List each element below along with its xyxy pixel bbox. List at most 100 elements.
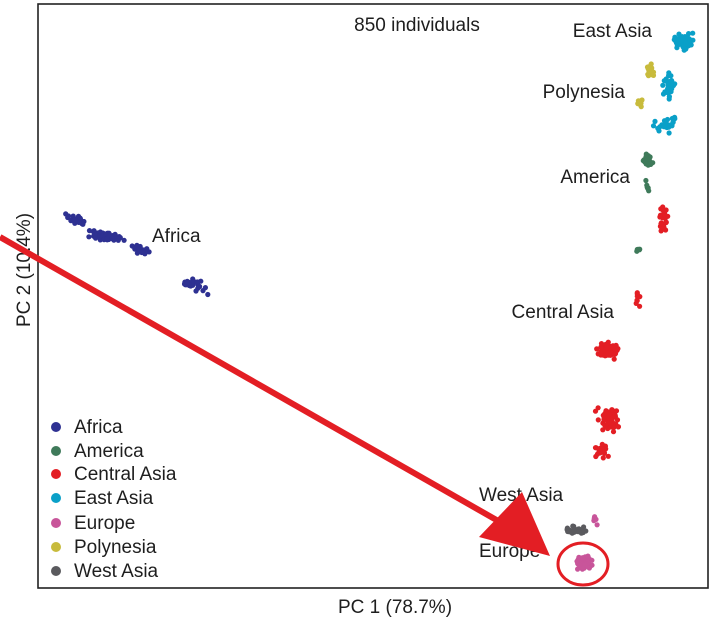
point-east-asia bbox=[666, 130, 672, 136]
point-central-asia bbox=[593, 453, 599, 460]
point-central-asia bbox=[663, 207, 669, 213]
point-africa bbox=[134, 242, 140, 248]
point-central-asia bbox=[605, 453, 611, 459]
legend: Africa America Central Asia East Asia Eu… bbox=[51, 417, 177, 582]
point-east-asia bbox=[663, 78, 669, 84]
point-east-asia bbox=[686, 30, 692, 37]
legend-marker-america bbox=[51, 446, 61, 456]
point-africa bbox=[121, 237, 127, 243]
point-europe bbox=[585, 553, 591, 559]
point-central-asia bbox=[604, 345, 610, 351]
point-central-asia bbox=[605, 350, 612, 356]
point-central-asia bbox=[599, 441, 605, 447]
point-east-asia bbox=[656, 128, 662, 134]
legend-label-central-asia: Central Asia bbox=[74, 464, 177, 485]
point-africa bbox=[80, 221, 86, 227]
scatter-points bbox=[63, 30, 696, 572]
region-label-central-asia: Central Asia bbox=[512, 302, 615, 323]
region-label-africa: Africa bbox=[152, 226, 201, 247]
region-label-east-asia: East Asia bbox=[573, 21, 653, 42]
point-west-asia bbox=[571, 529, 577, 535]
point-america bbox=[645, 185, 651, 191]
point-central-asia bbox=[610, 343, 616, 349]
point-europe bbox=[582, 562, 588, 568]
point-east-asia bbox=[674, 45, 680, 51]
point-east-asia bbox=[668, 77, 675, 84]
point-africa bbox=[193, 288, 199, 294]
point-central-asia bbox=[606, 411, 612, 417]
point-central-asia bbox=[605, 415, 611, 421]
point-west-asia bbox=[580, 529, 586, 536]
point-africa bbox=[116, 234, 122, 240]
point-central-asia bbox=[612, 414, 619, 420]
legend-marker-east-asia bbox=[51, 493, 61, 503]
point-east-asia bbox=[657, 124, 663, 130]
point-central-asia bbox=[610, 429, 617, 435]
region-label-america: America bbox=[560, 167, 630, 188]
legend-label-polynesia: Polynesia bbox=[74, 537, 157, 558]
legend-label-africa: Africa bbox=[74, 417, 123, 438]
point-america bbox=[643, 177, 649, 184]
point-polynesia bbox=[650, 72, 657, 78]
point-africa bbox=[190, 276, 196, 282]
point-central-asia bbox=[615, 424, 622, 430]
point-central-asia bbox=[658, 228, 664, 234]
point-africa bbox=[63, 211, 69, 217]
point-central-asia bbox=[595, 405, 601, 411]
point-polynesia bbox=[645, 64, 652, 70]
point-central-asia bbox=[595, 417, 601, 423]
point-east-asia bbox=[661, 122, 667, 128]
y-axis-label: PC 2 (10.4%) bbox=[14, 213, 35, 327]
point-central-asia bbox=[598, 344, 604, 350]
point-central-asia bbox=[600, 427, 606, 433]
legend-marker-europe bbox=[51, 518, 61, 528]
legend-marker-central-asia bbox=[51, 469, 61, 479]
legend-marker-polynesia bbox=[51, 542, 61, 552]
point-polynesia bbox=[637, 101, 643, 107]
point-central-asia bbox=[598, 351, 604, 357]
legend-label-america: America bbox=[74, 441, 144, 462]
point-east-asia bbox=[660, 91, 667, 97]
point-east-asia bbox=[670, 119, 676, 125]
legend-marker-africa bbox=[51, 422, 61, 432]
point-africa bbox=[184, 280, 190, 286]
point-central-asia bbox=[661, 224, 667, 230]
annotation-arrow-shaft bbox=[0, 234, 502, 525]
point-africa bbox=[200, 288, 206, 294]
point-africa bbox=[71, 217, 77, 223]
annotation-arrowhead bbox=[479, 492, 550, 556]
point-east-asia bbox=[683, 40, 689, 47]
point-africa bbox=[86, 234, 92, 240]
point-europe bbox=[577, 562, 583, 568]
point-africa bbox=[93, 235, 99, 241]
point-central-asia bbox=[594, 346, 600, 352]
point-east-asia bbox=[685, 35, 691, 41]
point-central-asia bbox=[658, 221, 664, 227]
legend-label-west-asia: West Asia bbox=[74, 561, 159, 582]
point-central-asia bbox=[600, 455, 606, 461]
point-africa bbox=[134, 250, 140, 256]
point-europe bbox=[588, 563, 594, 569]
point-europe bbox=[580, 555, 586, 561]
point-central-asia bbox=[634, 293, 640, 299]
point-central-asia bbox=[662, 213, 668, 219]
legend-marker-west-asia bbox=[51, 566, 61, 576]
point-east-asia bbox=[650, 123, 657, 129]
point-central-asia bbox=[657, 212, 664, 218]
point-africa bbox=[77, 215, 83, 221]
region-label-polynesia: Polynesia bbox=[543, 82, 626, 103]
point-east-asia bbox=[690, 30, 696, 36]
point-africa bbox=[195, 279, 201, 285]
point-central-asia bbox=[611, 356, 617, 362]
point-central-asia bbox=[614, 347, 620, 353]
point-east-asia bbox=[666, 94, 673, 100]
point-east-asia bbox=[688, 42, 694, 48]
point-europe bbox=[575, 556, 581, 563]
point-east-asia bbox=[666, 124, 672, 130]
point-east-asia bbox=[660, 82, 666, 88]
point-america bbox=[635, 246, 641, 252]
point-africa bbox=[139, 249, 145, 256]
point-west-asia bbox=[564, 525, 571, 531]
annotation-circle-europe bbox=[556, 541, 610, 587]
